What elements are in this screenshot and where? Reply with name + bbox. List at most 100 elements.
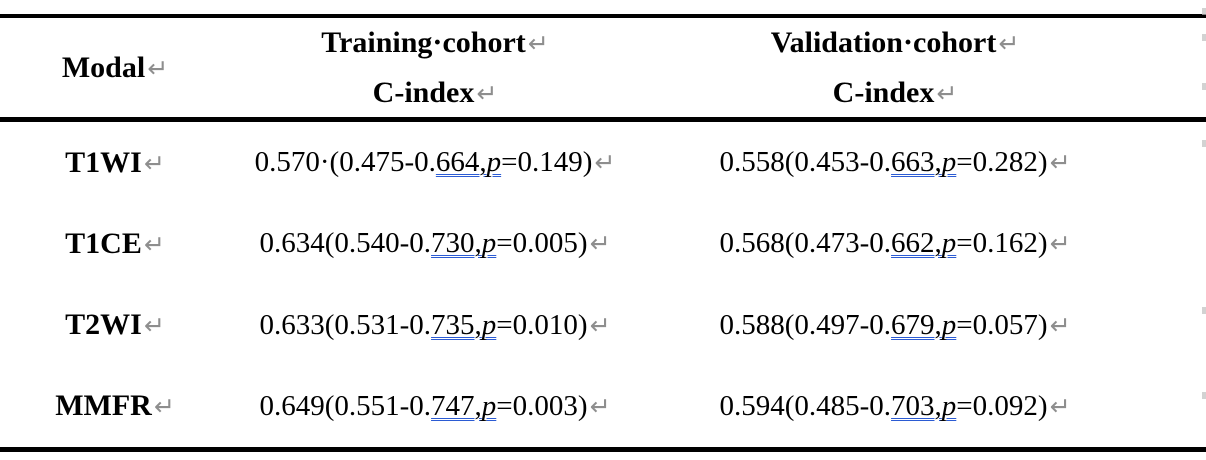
header-validation-text: Validation·cohort — [770, 25, 997, 59]
value-suffix: =0.003) — [496, 389, 588, 422]
grammar-underlined-segment: 679,p — [891, 309, 956, 341]
paragraph-return-mark: ↵ — [527, 28, 549, 58]
header-cell-training: Training·cohort↵ C-index↵ — [230, 18, 640, 117]
header-validation-line1: Validation·cohort↵ — [771, 18, 1020, 68]
paragraph-return-mark: ↵ — [936, 78, 958, 108]
underlined-text: 747, — [431, 389, 482, 422]
paragraph-return-mark: ↵ — [153, 392, 175, 422]
training-cindex-value: 0.634(0.540-0.730,p=0.005)↵ — [259, 227, 610, 260]
underlined-text: 730, — [431, 227, 482, 260]
p-symbol: p — [481, 389, 497, 422]
modal-label: T2WI↵ — [65, 308, 165, 342]
modal-label: T1WI↵ — [65, 146, 165, 180]
paragraph-return-mark: ↵ — [1049, 391, 1071, 421]
header-training-text: Training·cohort — [321, 25, 526, 59]
table-header-separator-rule — [0, 117, 1206, 122]
value-suffix: =0.057) — [956, 308, 1048, 341]
header-training-line2: C-index↵ — [373, 68, 498, 118]
modal-text: T1WI — [65, 145, 142, 179]
value-suffix: =0.149) — [501, 146, 593, 179]
training-cindex-value: 0.649(0.551-0.747,p=0.003)↵ — [259, 390, 610, 423]
validation-cindex-value: 0.558(0.453-0.663,p=0.282)↵ — [719, 146, 1070, 179]
value-prefix: 0.594(0.485-0. — [719, 389, 892, 422]
paragraph-return-mark: ↵ — [1049, 229, 1071, 259]
underlined-text: 679, — [891, 308, 942, 341]
value-prefix: 0.568(0.473-0. — [719, 227, 892, 260]
value-suffix: =0.005) — [496, 227, 588, 260]
p-symbol: p — [481, 227, 497, 260]
modal-label: T1CE↵ — [65, 227, 165, 261]
p-symbol: p — [486, 146, 502, 179]
training-cindex-cell: 0.570·(0.475-0.664,p=0.149)↵ — [230, 122, 640, 203]
table-row: T2WI↵ 0.633(0.531-0.735,p=0.010)↵ 0.588(… — [0, 285, 1206, 366]
p-symbol: p — [941, 227, 957, 260]
paragraph-return-mark: ↵ — [1049, 148, 1071, 178]
p-symbol: p — [941, 308, 957, 341]
cut-off-formatting-mark — [1202, 392, 1206, 399]
paragraph-return-mark: ↵ — [998, 28, 1020, 58]
value-prefix: 0.588(0.497-0. — [719, 308, 892, 341]
table-bottom-rule — [0, 447, 1206, 452]
cut-off-formatting-mark — [1202, 8, 1206, 15]
value-prefix: 0.570·(0.475-0. — [254, 146, 436, 179]
validation-cindex-cell: 0.568(0.473-0.662,p=0.162)↵ — [640, 203, 1206, 284]
underlined-text: 664, — [435, 146, 487, 179]
training-cindex-cell: 0.634(0.540-0.730,p=0.005)↵ — [230, 203, 640, 284]
underlined-text: 703, — [891, 389, 942, 422]
value-suffix: =0.162) — [956, 227, 1048, 260]
value-prefix: 0.649(0.551-0. — [259, 389, 432, 422]
validation-cindex-value: 0.568(0.473-0.662,p=0.162)↵ — [719, 227, 1070, 260]
value-suffix: =0.010) — [496, 308, 588, 341]
header-cindex-text: C-index — [832, 75, 935, 109]
underlined-text: 663, — [891, 146, 942, 179]
value-suffix: =0.282) — [956, 146, 1048, 179]
grammar-underlined-segment: 662,p — [891, 227, 956, 259]
training-cindex-cell: 0.649(0.551-0.747,p=0.003)↵ — [230, 366, 640, 447]
modal-text: T1CE — [65, 226, 142, 260]
paragraph-return-mark: ↵ — [143, 229, 165, 259]
p-symbol: p — [481, 308, 497, 341]
table-header-row: Modal↵ Training·cohort↵ C-index↵ Validat… — [0, 18, 1206, 117]
underlined-text: 735, — [431, 308, 482, 341]
paragraph-return-mark: ↵ — [589, 310, 611, 340]
table-row: T1WI↵ 0.570·(0.475-0.664,p=0.149)↵ 0.558… — [0, 122, 1206, 203]
training-cindex-value: 0.633(0.531-0.735,p=0.010)↵ — [259, 309, 610, 342]
modal-cell: MMFR↵ — [0, 366, 230, 447]
cut-off-formatting-mark — [1202, 83, 1206, 90]
value-prefix: 0.634(0.540-0. — [259, 227, 432, 260]
header-cell-validation: Validation·cohort↵ C-index↵ — [640, 18, 1206, 117]
training-cindex-value: 0.570·(0.475-0.664,p=0.149)↵ — [255, 146, 616, 179]
paragraph-return-mark: ↵ — [589, 391, 611, 421]
validation-cindex-cell: 0.558(0.453-0.663,p=0.282)↵ — [640, 122, 1206, 203]
grammar-underlined-segment: 663,p — [891, 146, 956, 178]
cut-off-formatting-mark — [1202, 34, 1206, 41]
header-cell-modal: Modal↵ — [0, 18, 230, 117]
table-top-rule — [0, 14, 1206, 18]
modal-text: MMFR — [55, 389, 152, 423]
cut-off-formatting-mark — [1202, 140, 1206, 147]
paragraph-return-mark: ↵ — [143, 148, 165, 178]
paragraph-return-mark: ↵ — [476, 78, 498, 108]
header-cindex-text: C-index — [372, 75, 475, 109]
grammar-underlined-segment: 747,p — [431, 390, 496, 422]
value-suffix: =0.092) — [956, 389, 1048, 422]
paragraph-return-mark: ↵ — [1049, 310, 1071, 340]
modal-cell: T1CE↵ — [0, 203, 230, 284]
value-prefix: 0.558(0.453-0. — [719, 146, 892, 179]
table-row: MMFR↵ 0.649(0.551-0.747,p=0.003)↵ 0.594(… — [0, 366, 1206, 447]
validation-cindex-cell: 0.588(0.497-0.679,p=0.057)↵ — [640, 285, 1206, 366]
table-row: T1CE↵ 0.634(0.540-0.730,p=0.005)↵ 0.568(… — [0, 203, 1206, 284]
p-symbol: p — [941, 389, 957, 422]
top-margin — [0, 0, 1206, 14]
grammar-underlined-segment: 730,p — [431, 227, 496, 259]
underlined-text: 662, — [891, 227, 942, 260]
modal-cell: T2WI↵ — [0, 285, 230, 366]
paragraph-return-mark: ↵ — [143, 311, 165, 341]
grammar-underlined-segment: 664,p — [436, 146, 501, 178]
paragraph-return-mark: ↵ — [589, 229, 611, 259]
header-modal-label: Modal↵ — [62, 51, 168, 85]
modal-cell: T1WI↵ — [0, 122, 230, 203]
grammar-underlined-segment: 703,p — [891, 390, 956, 422]
modal-label: MMFR↵ — [55, 389, 175, 423]
